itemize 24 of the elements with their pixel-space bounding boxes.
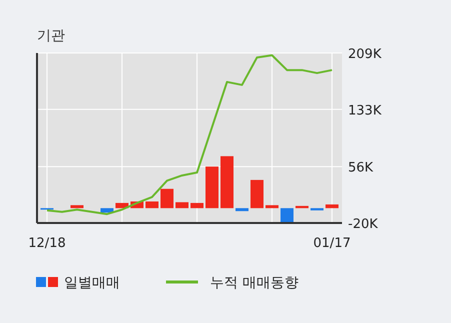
- bar: [70, 205, 84, 208]
- x-tick-label: 01/17: [313, 236, 351, 251]
- bar: [250, 180, 264, 208]
- bar: [146, 201, 158, 208]
- x-tick-label: 12/18: [28, 236, 66, 251]
- bar: [220, 156, 234, 208]
- bar: [266, 205, 278, 208]
- legend-label: 일별매매: [64, 275, 120, 291]
- legend-label: 누적 매매동향: [210, 275, 298, 291]
- y-tick-label: 56K: [348, 160, 374, 176]
- bar: [236, 208, 248, 212]
- line-series: [46, 54, 333, 216]
- bar: [296, 206, 308, 208]
- bar: [326, 204, 338, 208]
- bar: [176, 202, 188, 208]
- bar: [160, 188, 174, 208]
- bar: [280, 208, 294, 222]
- bar: [206, 166, 218, 208]
- bar: [100, 208, 114, 213]
- y-tick-label: 133K: [348, 103, 382, 118]
- y-tick-label: 209K: [348, 47, 382, 62]
- chart-title: 기관: [37, 28, 65, 44]
- bar: [190, 202, 204, 208]
- y-tick-label: -20K: [348, 217, 378, 232]
